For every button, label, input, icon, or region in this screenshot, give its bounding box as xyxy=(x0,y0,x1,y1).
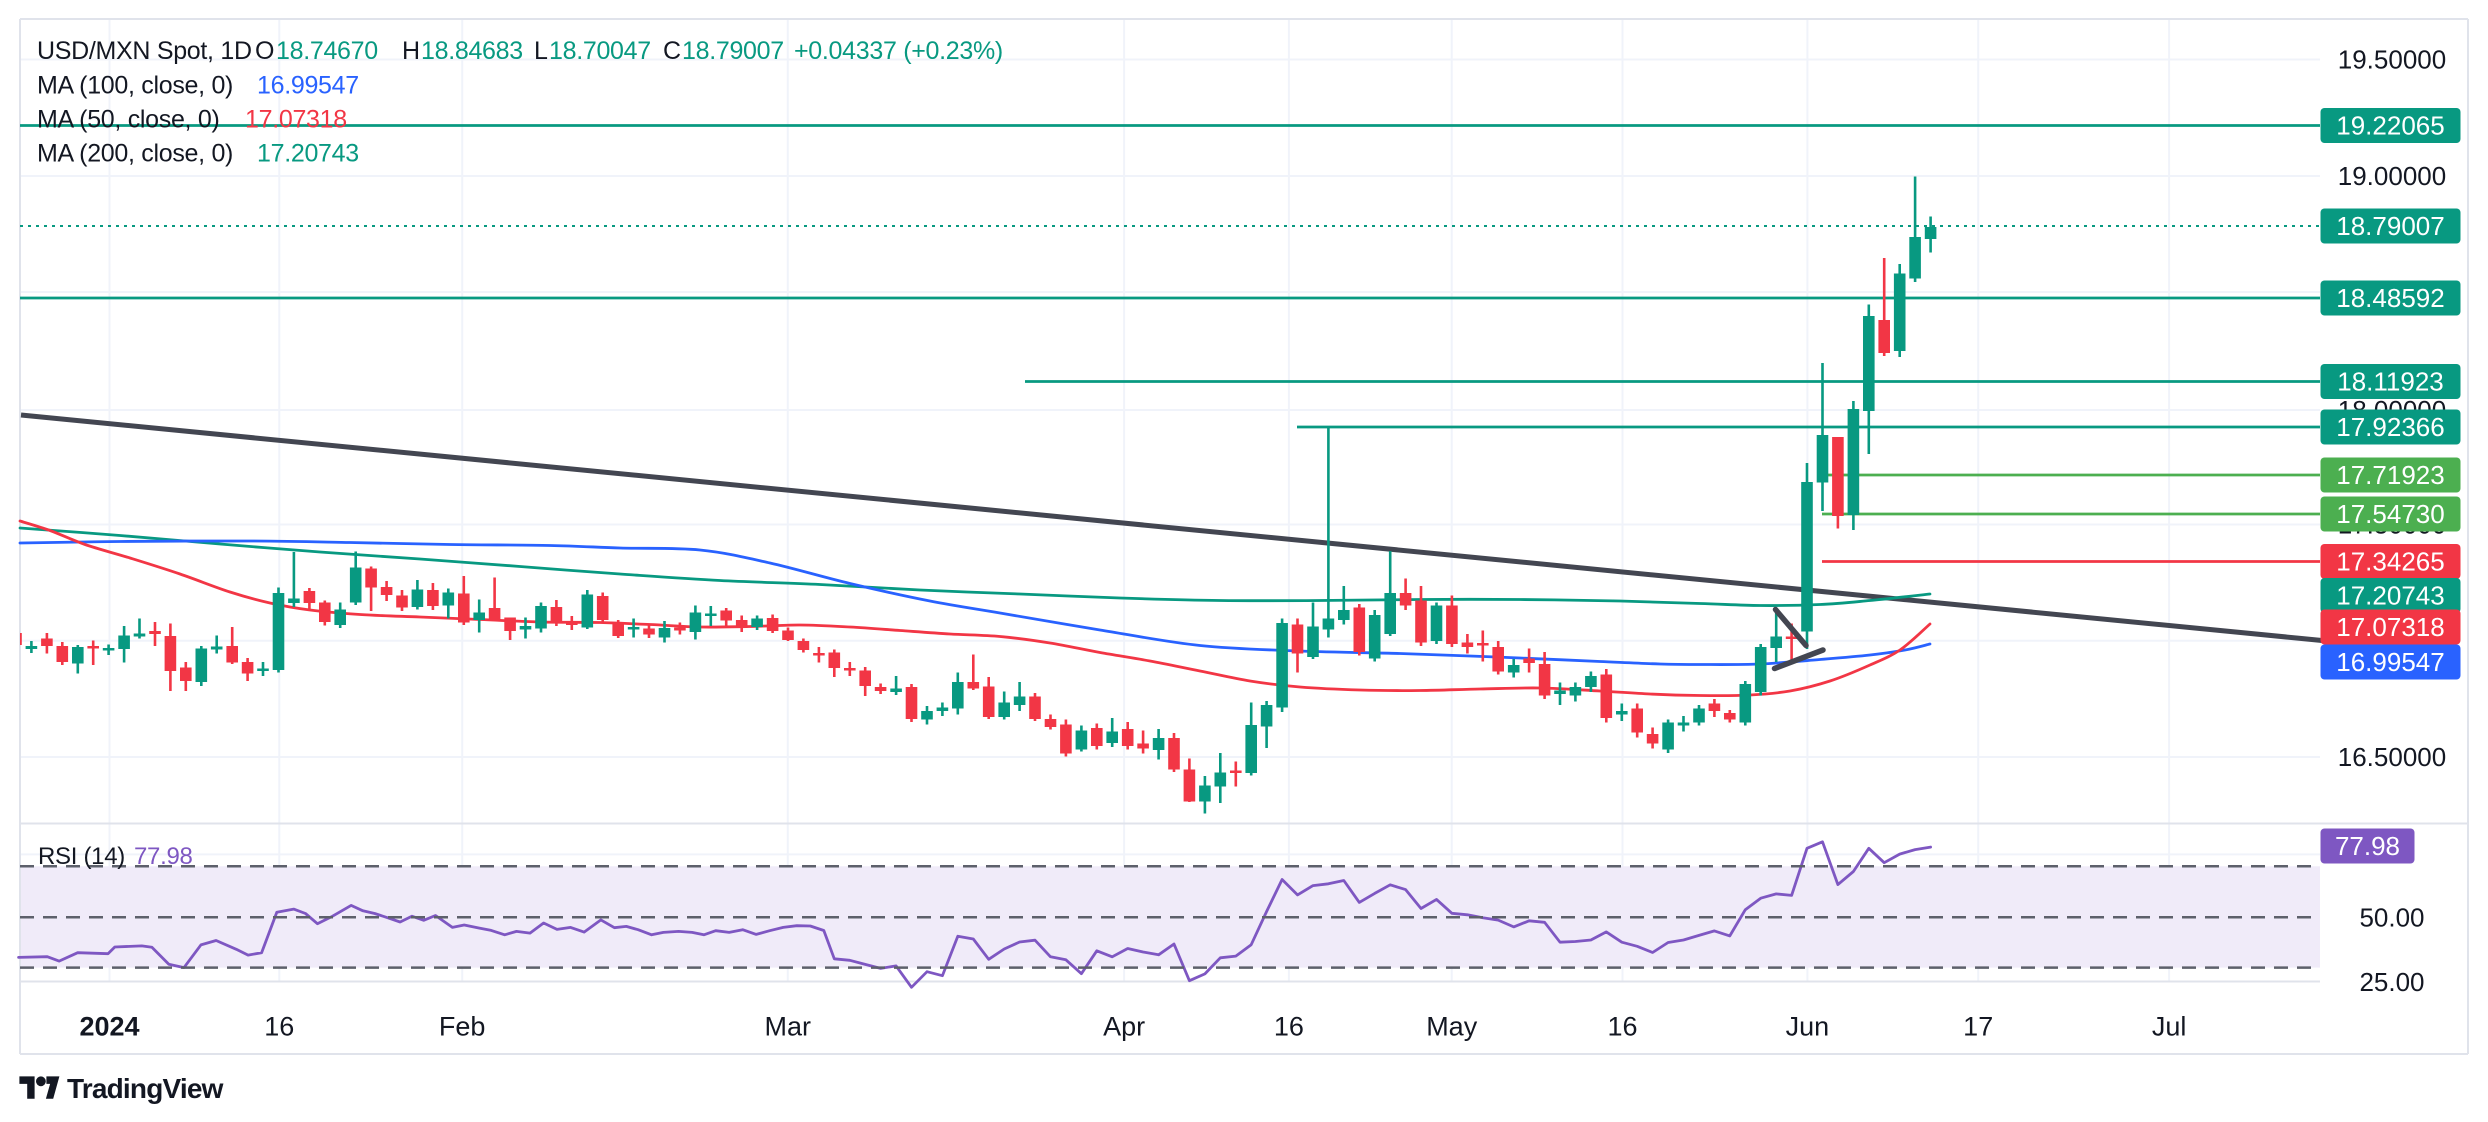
svg-text:H: H xyxy=(402,37,420,65)
svg-text:USD/MXN Spot, 1D: USD/MXN Spot, 1D xyxy=(37,37,252,65)
svg-text:16.99547: 16.99547 xyxy=(257,72,359,100)
svg-text:MA (50, close, 0): MA (50, close, 0) xyxy=(37,106,219,134)
svg-text:TradingView: TradingView xyxy=(67,1073,224,1104)
svg-text:18.48592: 18.48592 xyxy=(2336,283,2444,313)
svg-text:C: C xyxy=(663,37,681,65)
svg-text:MA (100, close, 0): MA (100, close, 0) xyxy=(37,72,233,100)
svg-text:19.22065: 19.22065 xyxy=(2336,111,2444,141)
svg-text:17.34265: 17.34265 xyxy=(2336,547,2444,577)
svg-text:2024: 2024 xyxy=(79,1012,139,1042)
svg-text:16.99547: 16.99547 xyxy=(2336,647,2444,677)
svg-text:19.50000: 19.50000 xyxy=(2338,45,2446,75)
svg-text:17: 17 xyxy=(1963,1012,1993,1042)
svg-text:18.74670: 18.74670 xyxy=(276,37,378,65)
svg-text:17.20743: 17.20743 xyxy=(2336,581,2444,611)
svg-text:17.07318: 17.07318 xyxy=(2336,612,2444,642)
svg-text:Apr: Apr xyxy=(1103,1012,1145,1042)
svg-text:17.92366: 17.92366 xyxy=(2336,412,2444,442)
svg-text:+0.04337 (+0.23%): +0.04337 (+0.23%) xyxy=(794,37,1003,65)
svg-text:17.07318: 17.07318 xyxy=(245,106,347,134)
svg-text:RSI (14): RSI (14) xyxy=(38,843,125,870)
svg-text:18.79007: 18.79007 xyxy=(682,37,784,65)
svg-text:May: May xyxy=(1426,1012,1478,1042)
svg-text:Feb: Feb xyxy=(439,1012,486,1042)
svg-text:25.00: 25.00 xyxy=(2359,967,2424,997)
svg-text:O: O xyxy=(255,37,274,65)
svg-text:16.50000: 16.50000 xyxy=(2338,742,2446,772)
svg-text:L: L xyxy=(534,37,548,65)
svg-text:18.11923: 18.11923 xyxy=(2337,367,2444,397)
svg-text:77.98: 77.98 xyxy=(134,843,193,870)
svg-text:16: 16 xyxy=(1607,1012,1637,1042)
svg-text:77.98: 77.98 xyxy=(2335,831,2400,861)
svg-text:Mar: Mar xyxy=(765,1012,812,1042)
svg-text:17.20743: 17.20743 xyxy=(257,140,359,168)
svg-text:Jun: Jun xyxy=(1786,1012,1830,1042)
svg-text:Jul: Jul xyxy=(2152,1012,2187,1042)
svg-text:50.00: 50.00 xyxy=(2359,902,2424,932)
svg-text:16: 16 xyxy=(1274,1012,1304,1042)
svg-text:18.84683: 18.84683 xyxy=(421,37,523,65)
svg-text:17.54730: 17.54730 xyxy=(2336,499,2444,529)
svg-text:16: 16 xyxy=(264,1012,294,1042)
svg-text:MA (200, close, 0): MA (200, close, 0) xyxy=(37,140,233,168)
svg-text:18.79007: 18.79007 xyxy=(2336,211,2444,241)
svg-text:19.00000: 19.00000 xyxy=(2338,161,2446,191)
svg-text:18.70047: 18.70047 xyxy=(549,37,651,65)
svg-text:17.71923: 17.71923 xyxy=(2336,460,2444,490)
